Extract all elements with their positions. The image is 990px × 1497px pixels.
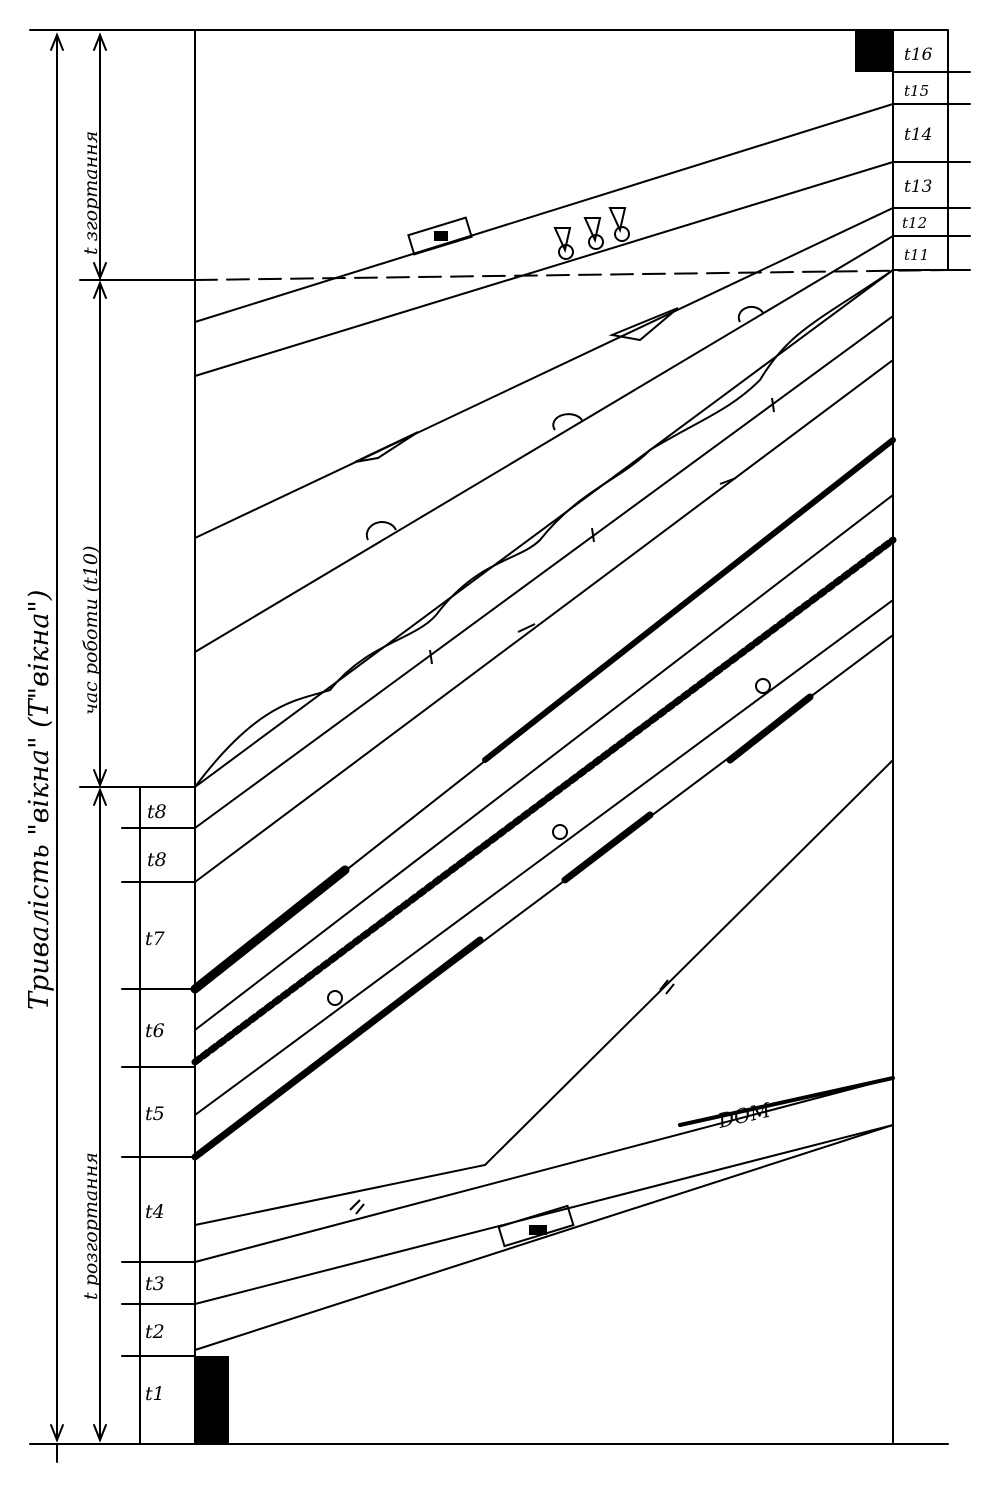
interval-t6: t6 (145, 1020, 165, 1042)
interval-t8a: t8 (147, 801, 167, 823)
machine-icon (407, 216, 473, 256)
operation-line (194, 235, 894, 653)
arrowhead (50, 1424, 64, 1443)
operation-line (194, 1124, 894, 1351)
interval-t5: t5 (145, 1103, 165, 1125)
operation-line (194, 161, 894, 377)
operation-line (194, 359, 894, 883)
fold-divider (194, 269, 949, 281)
start-block (195, 1356, 229, 1444)
dashed-ladder (191, 536, 897, 1066)
leaf-icon (354, 431, 419, 463)
arch-icon (737, 305, 764, 323)
arch-icon (552, 413, 583, 431)
operation-line (194, 207, 894, 539)
interval-t16: t16 (904, 45, 933, 65)
dom-label: DOM (715, 1097, 773, 1133)
interval-t14: t14 (904, 125, 932, 145)
machine-icon (497, 1204, 575, 1248)
interval-t4: t4 (145, 1201, 165, 1223)
interval-t12: t12 (902, 214, 927, 232)
interval-t7: t7 (145, 928, 166, 950)
interval-t3: t3 (145, 1273, 165, 1295)
cross-mark (349, 477, 737, 1215)
thick-segment (190, 865, 350, 994)
fold-label: t згортання (80, 131, 102, 255)
tamper-icon (553, 227, 572, 254)
thick-segment (482, 437, 896, 763)
thick-segment (561, 811, 654, 884)
operation-line (194, 1124, 894, 1305)
node-icon (552, 824, 568, 840)
arch-icon (365, 521, 397, 541)
total-label: Тривалість "вікна" (Т"вікна") (24, 590, 55, 1010)
interval-t15: t15 (904, 82, 929, 100)
tamper-icon (583, 217, 602, 244)
tick-mark (429, 397, 775, 665)
work-label: час роботи (t10) (80, 546, 102, 715)
wavy-line (194, 269, 894, 788)
unfold-label: t розгортання (80, 1152, 102, 1300)
operation-line (194, 1077, 894, 1263)
interval-t2: t2 (145, 1321, 165, 1343)
tamper-icon (608, 207, 627, 234)
operation-line (194, 103, 894, 323)
interval-t13: t13 (904, 177, 932, 197)
thick-segment (726, 693, 814, 764)
operation-line (194, 599, 894, 1116)
node-icon (755, 678, 771, 694)
operation-line-bent (194, 759, 894, 1226)
interval-t1: t1 (145, 1383, 165, 1405)
dom-line-heavy (678, 1076, 895, 1127)
interval-t8b: t8 (147, 849, 167, 871)
operation-line (194, 494, 894, 1031)
operation-line (194, 269, 894, 788)
thick-segment (191, 936, 484, 1161)
node-icon (327, 990, 343, 1006)
end-block (855, 30, 893, 72)
leaf-icon (608, 307, 679, 342)
operation-line (194, 315, 894, 829)
interval-t11: t11 (904, 246, 929, 264)
arrowhead (50, 32, 64, 51)
